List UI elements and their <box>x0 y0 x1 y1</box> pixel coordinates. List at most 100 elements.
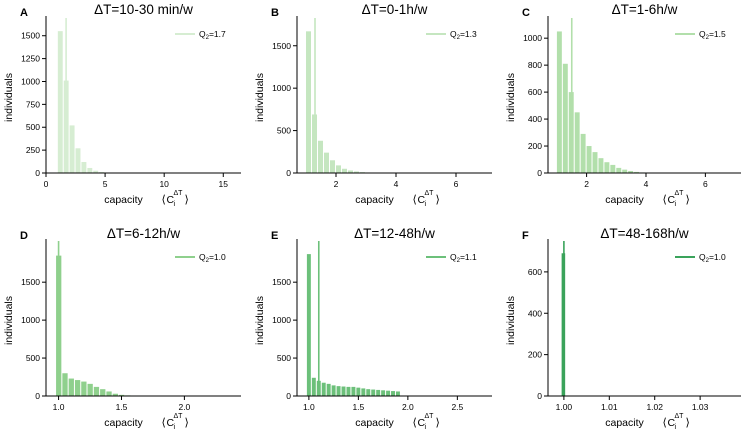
legend-label: Q2=1.5 <box>699 29 726 41</box>
histogram-bar <box>616 167 622 173</box>
x-axis-label: capacity <box>605 417 644 429</box>
histogram-bar <box>586 146 592 173</box>
panel-a: 0 250 500 750 1000 1250 1500 0 5 10 15 A ΔT=10-30 mi… <box>3 2 241 208</box>
y-tick-label: 0 <box>537 391 542 401</box>
capacity-superscript: ΔT <box>675 190 685 197</box>
histogram-bar <box>348 170 353 173</box>
y-tick-label: 600 <box>528 87 542 97</box>
y-axis-label: individuals <box>254 73 266 122</box>
x-tick-label: 4 <box>644 179 649 189</box>
capacity-subscript: i <box>675 201 677 208</box>
histogram-bar <box>592 152 598 173</box>
angle-open: ⟨ <box>162 194 166 206</box>
legend-label: Q2=1.7 <box>199 29 226 41</box>
chart-title: ΔT=10-30 min/w <box>94 2 193 17</box>
y-tick-label: 750 <box>26 99 40 109</box>
capacity-symbol: ⟨ CΔT i ⟩ <box>162 413 189 431</box>
capacity-c: C <box>418 417 426 429</box>
histogram-bar <box>346 386 351 396</box>
histogram-bar <box>342 168 347 173</box>
histogram-bar <box>81 381 87 396</box>
histogram-bar <box>381 390 386 396</box>
y-tick-label: 500 <box>277 126 291 136</box>
histogram-bar <box>341 386 346 396</box>
histogram-bar <box>336 386 341 396</box>
panel-c: 0 200 400 600 800 1000 2 4 6 C ΔT=1-6h/w individual… <box>505 2 741 208</box>
y-tick-label: 1500 <box>21 277 40 287</box>
capacity-subscript: i <box>675 424 677 431</box>
capacity-symbol: ⟨ CΔT i ⟩ <box>413 413 440 431</box>
capacity-c: C <box>668 417 676 429</box>
histogram-bar <box>634 171 640 173</box>
x-tick-label: 1.5 <box>116 402 128 412</box>
angle-close: ⟩ <box>686 417 690 429</box>
chart-title: ΔT=12-48h/w <box>354 226 435 241</box>
histogram-bar <box>580 133 586 173</box>
y-tick-label: 0 <box>35 168 40 178</box>
y-tick-label: 1250 <box>21 54 40 64</box>
angle-close: ⟩ <box>185 194 189 206</box>
y-tick-label: 400 <box>528 114 542 124</box>
x-tick-label: 6 <box>703 179 708 189</box>
x-axis-label: capacity <box>355 194 394 206</box>
capacity-subscript: i <box>425 424 427 431</box>
histogram-bar <box>366 389 371 396</box>
histogram-bar <box>386 390 391 396</box>
panel-letter: E <box>271 230 278 242</box>
histogram-bar <box>395 391 400 396</box>
y-axis-label: individuals <box>3 73 15 122</box>
histogram-bar <box>81 162 87 173</box>
x-tick-label: 2.5 <box>451 402 463 412</box>
angle-open: ⟨ <box>162 417 166 429</box>
histogram-bar <box>306 254 311 396</box>
capacity-superscript: ΔT <box>174 190 184 197</box>
histogram-bar <box>112 393 118 396</box>
histogram-bar <box>391 391 395 396</box>
histogram-bar <box>371 389 376 396</box>
chart-title: ΔT=6-12h/w <box>107 226 180 241</box>
y-tick-label: 200 <box>528 350 542 360</box>
histogram-bar <box>306 31 311 173</box>
x-tick-label: 1.0 <box>303 402 315 412</box>
y-tick-label: 500 <box>277 353 291 363</box>
capacity-superscript: ΔT <box>675 413 685 420</box>
capacity-symbol: ⟨ CΔT i ⟩ <box>663 413 690 431</box>
panel-d: 0 500 1000 1500 1.0 1.5 2.0 D ΔT=6-12h/w individu… <box>3 226 241 431</box>
legend: Q2=1.7 <box>175 29 226 41</box>
histogram-bar <box>574 112 580 173</box>
capacity-subscript: i <box>174 424 176 431</box>
x-tick-label: 2 <box>584 179 589 189</box>
histogram-bar <box>118 394 125 396</box>
panel-b: 0 500 1000 1500 2 4 6 B ΔT=0-1h/w individuals capa… <box>254 2 492 208</box>
panel-letter: F <box>522 230 529 242</box>
x-tick-label: 1.03 <box>692 402 709 412</box>
x-tick-label: 1.0 <box>53 402 65 412</box>
capacity-superscript: ΔT <box>425 190 435 197</box>
chart-title: ΔT=1-6h/w <box>612 2 678 17</box>
legend: Q2=1.0 <box>175 252 226 264</box>
y-tick-label: 0 <box>286 168 291 178</box>
y-tick-label: 500 <box>26 122 40 132</box>
x-tick-label: 0 <box>44 179 49 189</box>
y-tick-label: 1000 <box>21 315 40 325</box>
x-tick-label: 5 <box>103 179 108 189</box>
y-tick-label: 500 <box>26 353 40 363</box>
y-tick-label: 800 <box>528 60 542 70</box>
histogram-bar <box>376 389 381 396</box>
panel-letter: D <box>20 230 28 242</box>
histogram-bar <box>336 165 341 173</box>
x-tick-label: 2.0 <box>402 402 414 412</box>
capacity-c: C <box>668 194 676 206</box>
angle-close: ⟩ <box>686 194 690 206</box>
panel-letter: B <box>271 7 279 19</box>
x-tick-label: 2 <box>334 179 339 189</box>
x-tick-label: 2.0 <box>178 402 190 412</box>
chart-title: ΔT=0-1h/w <box>362 2 428 17</box>
histogram-bar <box>331 385 336 396</box>
capacity-c: C <box>167 194 175 206</box>
capacity-symbol: ⟨ CΔT i ⟩ <box>663 190 690 208</box>
histogram-bar <box>324 152 329 173</box>
capacity-superscript: ΔT <box>425 413 435 420</box>
x-tick-label: 1.00 <box>556 402 573 412</box>
legend-label: Q2=1.3 <box>450 29 477 41</box>
